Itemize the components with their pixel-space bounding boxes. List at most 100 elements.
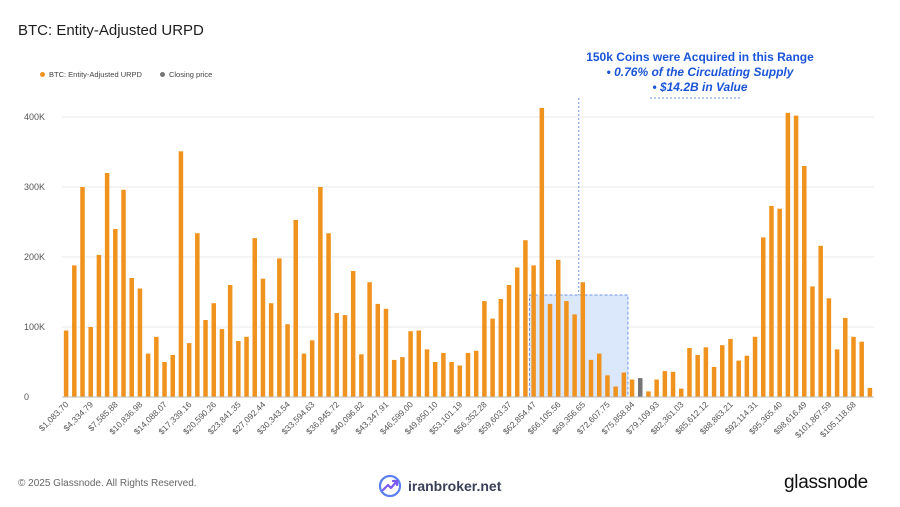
urpd-bar xyxy=(162,362,167,397)
urpd-bar xyxy=(203,320,208,397)
urpd-bar xyxy=(145,353,151,397)
urpd-bar xyxy=(605,375,610,397)
urpd-bar xyxy=(834,349,840,397)
urpd-bar xyxy=(498,299,504,397)
urpd-bar xyxy=(268,303,274,397)
urpd-bar xyxy=(236,341,241,397)
urpd-bar xyxy=(867,387,873,397)
urpd-bar xyxy=(293,219,299,397)
closing-price-bar xyxy=(637,378,643,397)
urpd-bar xyxy=(391,359,397,397)
urpd-bar xyxy=(195,233,200,397)
legend-item-closing-price[interactable]: Closing price xyxy=(159,70,213,79)
urpd-bar xyxy=(662,371,668,397)
urpd-bar xyxy=(350,271,356,397)
urpd-bar xyxy=(260,278,266,397)
urpd-bar xyxy=(728,338,733,397)
urpd-bar xyxy=(818,245,823,397)
urpd-bar xyxy=(285,324,290,397)
urpd-bar xyxy=(367,282,372,397)
annotation-bullet-value: • $14.2B in Value xyxy=(652,80,748,94)
urpd-bar xyxy=(843,317,848,397)
urpd-bar xyxy=(244,336,249,397)
urpd-bar xyxy=(72,265,77,397)
urpd-bar xyxy=(113,229,118,397)
urpd-bar xyxy=(121,189,126,397)
urpd-bar xyxy=(252,238,258,397)
y-tick-label: 200K xyxy=(24,252,45,262)
watermark: iranbroker.net xyxy=(378,474,501,498)
urpd-bar xyxy=(465,352,471,397)
urpd-bar xyxy=(301,353,307,397)
urpd-bar xyxy=(523,240,528,397)
urpd-bar xyxy=(334,313,340,397)
urpd-bar xyxy=(277,258,282,397)
urpd-bar xyxy=(482,301,487,397)
urpd-bar xyxy=(211,303,216,397)
urpd-bar xyxy=(416,330,422,397)
urpd-bar xyxy=(219,329,225,397)
urpd-bar xyxy=(826,298,832,397)
urpd-bar xyxy=(785,112,791,398)
urpd-bar xyxy=(178,151,184,397)
urpd-bar xyxy=(441,352,446,397)
urpd-bar xyxy=(580,282,586,397)
urpd-bar xyxy=(506,285,512,397)
urpd-bar xyxy=(96,254,102,397)
urpd-bar xyxy=(629,379,635,397)
annotation-bullet-supply: • 0.76% of the Circulating Supply xyxy=(606,65,794,79)
urpd-bar xyxy=(851,336,856,397)
urpd-bar xyxy=(88,327,93,397)
urpd-bar xyxy=(342,315,348,397)
urpd-bar xyxy=(588,359,594,397)
urpd-bar xyxy=(80,187,85,397)
urpd-bar xyxy=(449,362,454,397)
urpd-bar xyxy=(383,308,389,397)
urpd-bar xyxy=(326,233,331,397)
brand-logo: glassnode xyxy=(784,472,868,493)
urpd-bar xyxy=(514,267,520,397)
urpd-bar xyxy=(711,366,717,397)
urpd-bar xyxy=(104,173,110,397)
urpd-bar xyxy=(424,349,430,397)
trend-icon xyxy=(378,474,402,498)
urpd-bar xyxy=(596,353,602,397)
urpd-bar xyxy=(473,350,479,397)
copyright-text: © 2025 Glassnode. All Rights Reserved. xyxy=(18,478,197,489)
urpd-bar xyxy=(400,357,405,397)
urpd-bar xyxy=(457,365,463,397)
urpd-bar xyxy=(646,391,651,397)
urpd-bar xyxy=(572,314,577,397)
urpd-bar xyxy=(777,208,782,397)
y-tick-label: 100K xyxy=(24,322,45,332)
urpd-bar xyxy=(810,286,815,397)
urpd-bar xyxy=(769,205,774,397)
urpd-bar xyxy=(432,362,438,397)
urpd-bar xyxy=(490,318,495,397)
urpd-bar xyxy=(227,285,233,397)
urpd-bar xyxy=(761,237,766,397)
urpd-bar xyxy=(564,301,569,397)
urpd-bar xyxy=(531,265,536,397)
urpd-bar xyxy=(137,288,143,397)
legend-label-closing-price: Closing price xyxy=(168,70,213,79)
legend: BTC: Entity-Adjusted URPD Closing price xyxy=(40,70,212,79)
urpd-bar xyxy=(678,388,684,397)
legend-item-urpd[interactable]: BTC: Entity-Adjusted URPD xyxy=(40,70,142,79)
urpd-bar xyxy=(408,331,413,397)
urpd-bar xyxy=(309,340,315,397)
urpd-bar xyxy=(744,355,750,397)
urpd-bar xyxy=(859,341,864,397)
urpd-bar xyxy=(752,336,758,397)
urpd-bar xyxy=(613,386,618,397)
urpd-bar xyxy=(375,303,381,397)
urpd-bar xyxy=(793,115,799,397)
legend-dot-closing-price xyxy=(159,72,165,77)
urpd-bar xyxy=(720,345,725,397)
urpd-bar xyxy=(670,371,676,397)
legend-dot-urpd xyxy=(40,72,45,77)
urpd-bar xyxy=(359,354,364,397)
urpd-bar xyxy=(63,330,69,397)
chart-title: BTC: Entity-Adjusted URPD xyxy=(18,22,204,39)
